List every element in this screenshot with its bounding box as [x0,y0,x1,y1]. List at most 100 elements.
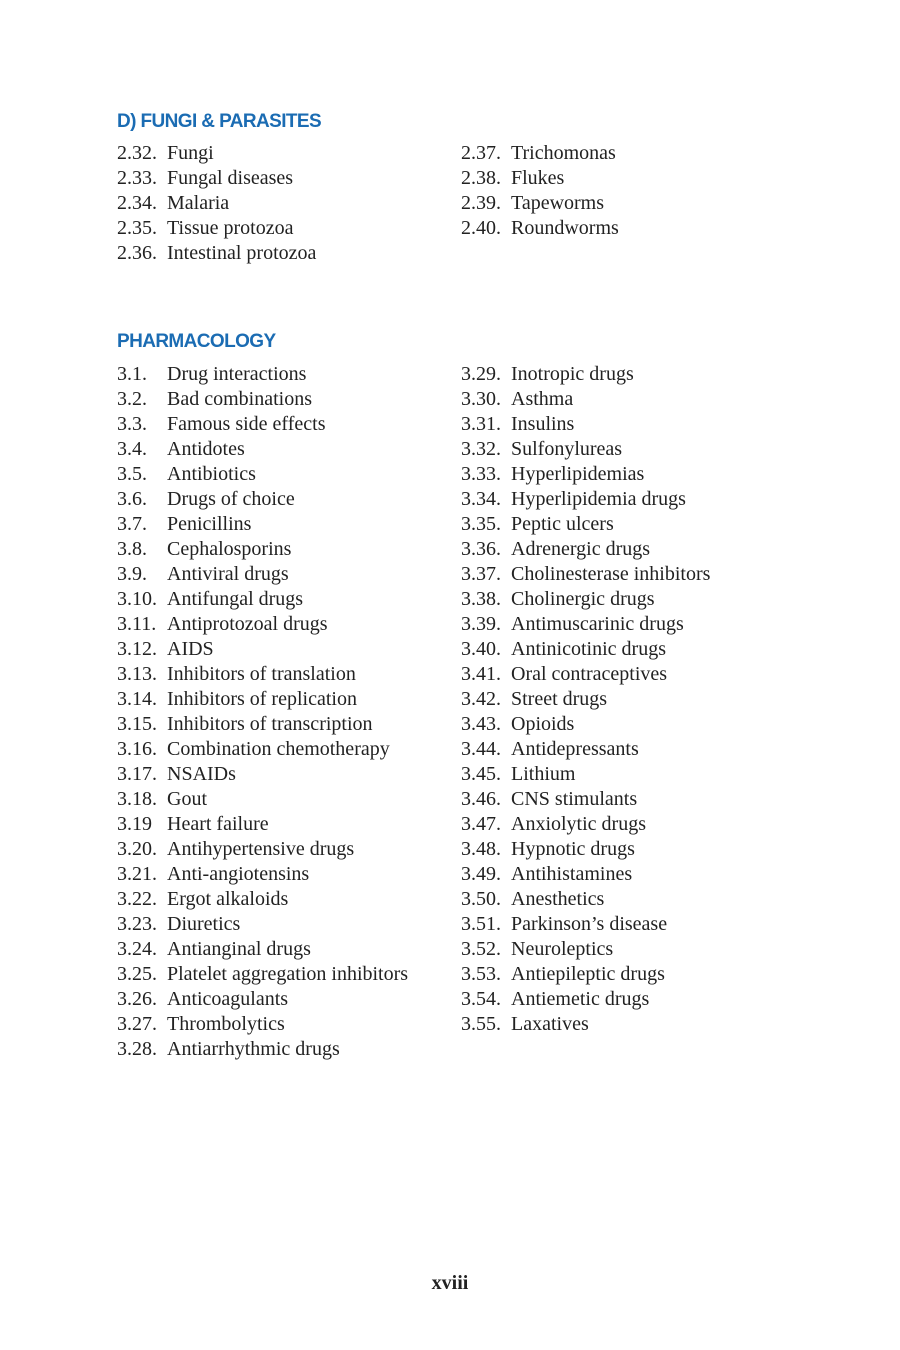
toc-entry[interactable]: 3.45. Lithium [461,762,710,787]
toc-entry[interactable]: 3.50. Anesthetics [461,887,710,912]
toc-entry[interactable]: 3.20. Antihypertensive drugs [117,837,408,862]
toc-entry[interactable]: 3.9. Antiviral drugs [117,562,408,587]
entry-number: 3.33. [461,463,501,485]
entry-number: 3.44. [461,738,501,760]
entry-number: 3.23. [117,913,157,935]
toc-entry[interactable]: 2.34. Malaria [117,191,316,216]
entry-title: Inhibitors of translation [167,663,356,685]
toc-entry[interactable]: 3.15. Inhibitors of transcription [117,712,408,737]
entry-title: Lithium [511,763,576,785]
entry-number: 2.37. [461,142,501,164]
toc-entry[interactable]: 3.32. Sulfonylureas [461,437,710,462]
entry-number: 3.28. [117,1038,157,1060]
toc-entry[interactable]: 3.26. Anticoagulants [117,987,408,1012]
toc-entry[interactable]: 3.34. Hyperlipidemia drugs [461,487,710,512]
toc-entry[interactable]: 3.41. Oral contraceptives [461,662,710,687]
toc-entry[interactable]: 3.23. Diuretics [117,912,408,937]
toc-entry[interactable]: 3.18. Gout [117,787,408,812]
toc-entry[interactable]: 3.40. Antinicotinic drugs [461,637,710,662]
toc-entry[interactable]: 3.13. Inhibitors of translation [117,662,408,687]
toc-entry[interactable]: 3.38. Cholinergic drugs [461,587,710,612]
toc-entry[interactable]: 3.52. Neuroleptics [461,937,710,962]
entry-number: 3.11. [117,613,157,635]
toc-entry[interactable]: 3.31. Insulins [461,412,710,437]
toc-entry[interactable]: 3.24. Antianginal drugs [117,937,408,962]
entry-title: Opioids [511,713,575,735]
toc-entry[interactable]: 2.36. Intestinal protozoa [117,241,316,266]
toc-entry[interactable]: 3.35. Peptic ulcers [461,512,710,537]
entry-title: Inotropic drugs [511,363,634,385]
entry-title: Ergot alkaloids [167,888,289,910]
toc-entry[interactable]: 3.7. Penicillins [117,512,408,537]
toc-entry[interactable]: 3.30. Asthma [461,387,710,412]
entry-number: 2.40. [461,217,501,239]
entry-title: Thrombolytics [167,1013,285,1035]
toc-entry[interactable]: 3.49. Antihistamines [461,862,710,887]
toc-entry[interactable]: 3.33. Hyperlipidemias [461,462,710,487]
toc-entry[interactable]: 3.8. Cephalosporins [117,537,408,562]
entry-title: Antihypertensive drugs [167,838,355,860]
entry-number: 3.14. [117,688,157,710]
entry-title: Antimuscarinic drugs [511,613,684,635]
toc-entry[interactable]: 2.33. Fungal diseases [117,166,316,191]
toc-entry[interactable]: 2.38. Flukes [461,166,619,191]
toc-entry[interactable]: 3.25. Platelet aggregation inhibitors [117,962,408,987]
toc-entry[interactable]: 3.3. Famous side effects [117,412,408,437]
toc-entry[interactable]: 3.47. Anxiolytic drugs [461,812,710,837]
entry-title: Intestinal protozoa [167,242,317,264]
toc-entry[interactable]: 2.39. Tapeworms [461,191,619,216]
entry-number: 3.39. [461,613,501,635]
toc-entry[interactable]: 3.27. Thrombolytics [117,1012,408,1037]
entry-title: Famous side effects [167,413,326,435]
entry-title: Neuroleptics [511,938,614,960]
toc-entry[interactable]: 3.17. NSAIDs [117,762,408,787]
toc-entry[interactable]: 3.11. Antiprotozoal drugs [117,612,408,637]
entry-title: Antiarrhythmic drugs [167,1038,340,1060]
toc-entry[interactable]: 3.1. Drug interactions [117,362,408,387]
toc-entry[interactable]: 3.43. Opioids [461,712,710,737]
toc-entry[interactable]: 3.6. Drugs of choice [117,487,408,512]
toc-entry[interactable]: 3.55. Laxatives [461,1012,710,1037]
entry-number: 3.10. [117,588,157,610]
toc-entry[interactable]: 3.48. Hypnotic drugs [461,837,710,862]
entry-title: Parkinson’s disease [511,913,668,935]
entry-title: Antiviral drugs [167,563,289,585]
toc-entry[interactable]: 2.40. Roundworms [461,216,619,241]
toc-entry[interactable]: 3.16. Combination chemotherapy [117,737,408,762]
toc-entry[interactable]: 3.10. Antifungal drugs [117,587,408,612]
entry-number: 3.27. [117,1013,157,1035]
entry-title: Platelet aggregation inhibitors [167,963,409,985]
toc-entry[interactable]: 3.54. Antiemetic drugs [461,987,710,1012]
entry-number: 3.37. [461,563,501,585]
toc-entry[interactable]: 3.19 Heart failure [117,812,408,837]
toc-entry[interactable]: 2.32. Fungi [117,141,316,166]
toc-entry[interactable]: 3.44. Antidepressants [461,737,710,762]
toc-entry[interactable]: 2.35. Tissue protozoa [117,216,316,241]
toc-entry[interactable]: 3.37. Cholinesterase inhibitors [461,562,710,587]
toc-entry[interactable]: 3.53. Antiepileptic drugs [461,962,710,987]
toc-entry[interactable]: 3.36. Adrenergic drugs [461,537,710,562]
entry-number: 3.38. [461,588,501,610]
toc-entry[interactable]: 3.28. Antiarrhythmic drugs [117,1037,408,1062]
entry-title: Hypnotic drugs [511,838,635,860]
toc-entry[interactable]: 3.4. Antidotes [117,437,408,462]
toc-entry[interactable]: 3.12. AIDS [117,637,408,662]
toc-entry[interactable]: 3.21. Anti-angiotensins [117,862,408,887]
toc-entry[interactable]: 2.37. Trichomonas [461,141,619,166]
entry-title: Peptic ulcers [511,513,614,535]
entry-number: 2.39. [461,192,501,214]
toc-entry[interactable]: 3.42. Street drugs [461,687,710,712]
entry-title: Inhibitors of replication [167,688,357,710]
entry-title: Fungal diseases [167,167,294,189]
toc-entry[interactable]: 3.2. Bad combinations [117,387,408,412]
entry-title: Tissue protozoa [167,217,294,239]
toc-entry[interactable]: 3.39. Antimuscarinic drugs [461,612,710,637]
toc-entry[interactable]: 3.14. Inhibitors of replication [117,687,408,712]
toc-entry[interactable]: 3.22. Ergot alkaloids [117,887,408,912]
entry-number: 3.42. [461,688,501,710]
toc-entry[interactable]: 3.29. Inotropic drugs [461,362,710,387]
toc-entry[interactable]: 3.5. Antibiotics [117,462,408,487]
entry-number: 3.16. [117,738,157,760]
toc-entry[interactable]: 3.51. Parkinson’s disease [461,912,710,937]
toc-entry[interactable]: 3.46. CNS stimulants [461,787,710,812]
